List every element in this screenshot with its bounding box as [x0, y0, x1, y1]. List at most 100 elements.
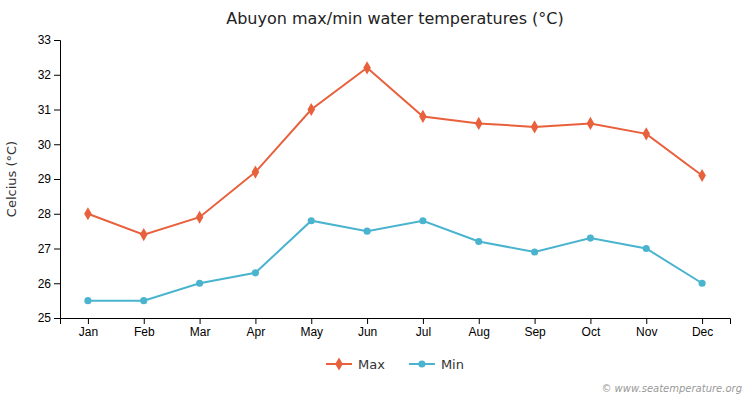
legend-marker: [418, 360, 425, 367]
plot-area: Jan Feb Mar Apr May Jun Jul Aug Sep Oct Nov Dec 25 26…: [38, 33, 731, 338]
legend-label: Min: [441, 357, 464, 372]
y-tick-mark: [54, 214, 60, 215]
point-marker: [475, 238, 482, 245]
point-marker: [364, 228, 371, 235]
point-marker: [196, 211, 204, 224]
point-marker: [587, 117, 595, 130]
y-tick: 25: [38, 311, 60, 325]
y-tick-label: 27: [38, 242, 52, 256]
point-marker: [642, 127, 650, 140]
x-tick: Dec: [692, 318, 713, 339]
legend: Max Min: [326, 357, 464, 372]
y-tick-label: 26: [38, 277, 52, 291]
x-tick: Jun: [358, 318, 377, 339]
x-tick-mark: [702, 318, 703, 324]
y-tick-mark: [54, 110, 60, 111]
x-tick-mark: [535, 318, 536, 324]
x-tick-label: Jul: [416, 325, 431, 339]
y-axis-title: Celcius (°C): [4, 141, 19, 217]
annotation: © www.seatemperature.org: [601, 383, 742, 394]
y-tick: 33: [38, 33, 60, 47]
x-tick-mark: [311, 318, 312, 324]
x-tick-label: Jun: [358, 325, 377, 339]
x-tick: Jan: [79, 318, 98, 339]
x-tick-mark: [590, 318, 591, 324]
y-tick-mark: [54, 75, 60, 76]
point-marker: [698, 169, 706, 182]
y-tick-label: 31: [38, 103, 52, 117]
y-tick: 26: [38, 277, 60, 291]
point-marker: [308, 217, 315, 224]
x-tick-label: Oct: [582, 325, 601, 339]
y-tick: 30: [38, 138, 60, 152]
x-tick-label: Mar: [190, 325, 211, 339]
series: [84, 61, 706, 241]
x-tick-label: Jan: [79, 325, 98, 339]
point-marker: [140, 297, 147, 304]
y-tick-mark: [54, 249, 60, 250]
x-axis: Jan Feb Mar Apr May Jun Jul Aug Sep Oct Nov Dec: [61, 318, 731, 339]
point-marker: [419, 217, 426, 224]
x-tick: Jul: [416, 318, 431, 339]
point-marker: [307, 103, 315, 116]
y-tick-label: 25: [38, 311, 52, 325]
point-marker: [84, 297, 91, 304]
point-marker: [140, 228, 148, 241]
point-marker: [531, 248, 538, 255]
x-tick-label: Dec: [692, 325, 713, 339]
legend-item: Min: [409, 357, 464, 372]
x-tick-mark: [423, 318, 424, 324]
point-marker: [475, 117, 483, 130]
x-tick: Oct: [582, 318, 601, 339]
y-tick-mark: [54, 283, 60, 284]
y-tick-label: 28: [38, 207, 52, 221]
x-tick-label: Apr: [247, 325, 266, 339]
y-tick: 28: [38, 207, 60, 221]
y-tick-label: 30: [38, 138, 52, 152]
y-tick: 32: [38, 68, 60, 82]
x-tick-label: Feb: [134, 325, 155, 339]
series-line: [88, 68, 702, 235]
point-marker: [196, 280, 203, 287]
point-marker: [363, 61, 371, 74]
y-tick-mark: [54, 40, 60, 41]
x-tick: Mar: [190, 318, 211, 339]
x-tick: May: [300, 318, 323, 339]
chart: Jan Feb Mar Apr May Jun Jul Aug Sep Oct Nov Dec 25 26…: [0, 0, 750, 400]
y-tick-mark: [54, 144, 60, 145]
x-tick-label: May: [300, 325, 323, 339]
x-tick-label: Aug: [469, 325, 490, 339]
y-tick-label: 29: [38, 172, 52, 186]
x-tick-mark: [88, 318, 89, 324]
y-axis-line: [54, 41, 61, 319]
point-marker: [699, 280, 706, 287]
legend-item: Max: [326, 357, 385, 372]
x-axis-line: [61, 319, 731, 325]
x-tick-mark: [255, 318, 256, 324]
point-marker: [252, 165, 260, 178]
x-tick-mark: [646, 318, 647, 324]
y-tick-label: 33: [38, 33, 52, 47]
point-marker: [587, 235, 594, 242]
x-tick-mark: [144, 318, 145, 324]
x-tick: Nov: [636, 318, 657, 339]
y-tick: 27: [38, 242, 60, 256]
series: [84, 217, 705, 304]
x-tick-mark: [367, 318, 368, 324]
x-tick: Apr: [247, 318, 266, 339]
y-tick: 31: [38, 103, 60, 117]
x-tick: Feb: [134, 318, 155, 339]
marks: [84, 61, 706, 304]
x-tick-mark: [200, 318, 201, 324]
x-tick: Aug: [469, 318, 490, 339]
legend-marker: [335, 357, 343, 370]
x-tick-label: Sep: [524, 325, 546, 339]
point-marker: [84, 207, 92, 220]
x-tick-label: Nov: [636, 325, 657, 339]
y-tick: 29: [38, 172, 60, 186]
point-marker: [252, 269, 259, 276]
legend-label: Max: [358, 357, 385, 372]
y-tick-mark: [54, 179, 60, 180]
y-axis: 25 26 27 28 29 30 31 32 33: [38, 33, 61, 325]
x-tick-mark: [479, 318, 480, 324]
